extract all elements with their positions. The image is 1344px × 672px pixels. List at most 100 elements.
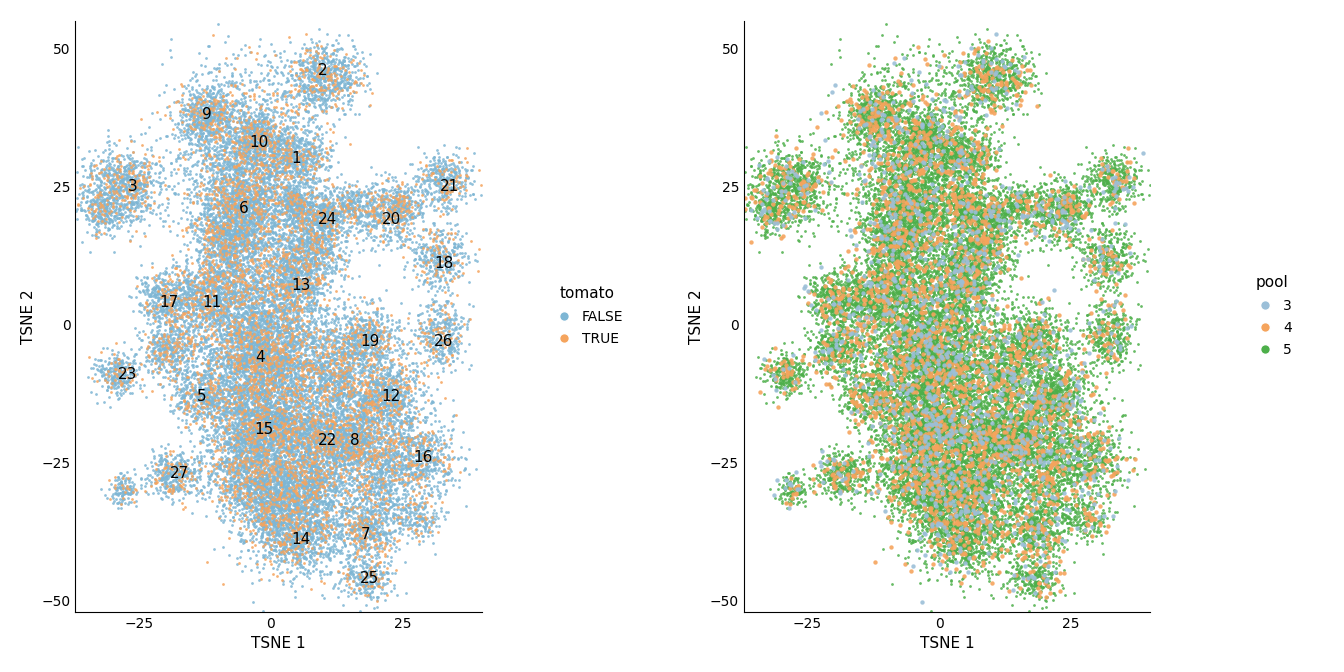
Point bbox=[766, 168, 788, 179]
Point bbox=[390, 508, 411, 519]
Point bbox=[997, 93, 1019, 104]
Point bbox=[937, 149, 958, 160]
Point bbox=[1067, 505, 1089, 516]
Point bbox=[1019, 573, 1040, 584]
Point bbox=[253, 212, 274, 222]
Point bbox=[1012, 423, 1034, 433]
Point bbox=[839, 454, 860, 465]
Point bbox=[302, 62, 324, 73]
Point bbox=[900, 179, 922, 190]
Point bbox=[101, 366, 122, 376]
Point bbox=[935, 288, 957, 299]
Point bbox=[952, 226, 973, 237]
Point bbox=[184, 388, 206, 398]
Point bbox=[266, 518, 288, 529]
Point bbox=[921, 507, 942, 518]
Point bbox=[250, 405, 271, 415]
Point bbox=[231, 185, 253, 196]
Point bbox=[163, 335, 184, 346]
Point bbox=[239, 311, 261, 322]
Point bbox=[938, 237, 960, 248]
Point bbox=[883, 226, 905, 237]
Point bbox=[1070, 358, 1091, 369]
Point bbox=[899, 135, 921, 146]
Point bbox=[319, 552, 340, 563]
Point bbox=[894, 382, 915, 392]
Point bbox=[1008, 103, 1030, 114]
Point bbox=[922, 361, 943, 372]
Point bbox=[862, 384, 883, 394]
Point bbox=[228, 456, 250, 467]
Point bbox=[239, 384, 261, 394]
Point bbox=[1005, 441, 1027, 452]
Point bbox=[257, 159, 278, 170]
Point bbox=[929, 481, 950, 492]
Point bbox=[1024, 335, 1046, 346]
Point bbox=[919, 214, 941, 224]
Point bbox=[938, 523, 960, 534]
Point bbox=[884, 485, 906, 495]
Point bbox=[863, 99, 884, 110]
Point bbox=[1017, 225, 1039, 236]
Point bbox=[323, 79, 344, 90]
Point bbox=[430, 185, 452, 196]
Point bbox=[952, 155, 973, 166]
Point bbox=[1004, 442, 1025, 452]
Point bbox=[324, 529, 345, 540]
Point bbox=[245, 230, 266, 241]
Point bbox=[422, 159, 444, 169]
Point bbox=[954, 553, 976, 564]
Point bbox=[222, 456, 243, 467]
Point bbox=[266, 445, 288, 456]
Point bbox=[367, 406, 388, 417]
Point bbox=[993, 382, 1015, 393]
Point bbox=[246, 418, 267, 429]
Point bbox=[310, 211, 332, 222]
Point bbox=[273, 477, 294, 488]
Point bbox=[909, 321, 930, 332]
Point bbox=[943, 327, 965, 337]
Point bbox=[823, 293, 844, 304]
Point bbox=[964, 509, 985, 519]
Point bbox=[234, 383, 255, 394]
Point bbox=[185, 390, 207, 401]
Point bbox=[942, 500, 964, 511]
Point bbox=[253, 450, 274, 460]
Point bbox=[1105, 296, 1126, 306]
Point bbox=[276, 316, 297, 327]
Point bbox=[927, 179, 949, 190]
Point bbox=[828, 294, 849, 304]
Point bbox=[188, 377, 210, 388]
Point bbox=[948, 85, 969, 96]
Point bbox=[258, 265, 280, 276]
Point bbox=[801, 190, 823, 201]
Point bbox=[965, 241, 986, 251]
Point bbox=[195, 284, 216, 295]
Point bbox=[386, 187, 407, 198]
Point bbox=[233, 198, 254, 208]
Point bbox=[1058, 523, 1079, 534]
Point bbox=[863, 121, 884, 132]
Point bbox=[986, 413, 1008, 424]
Point bbox=[196, 111, 218, 122]
Point bbox=[1058, 317, 1079, 327]
Point bbox=[355, 180, 376, 191]
Point bbox=[980, 243, 1001, 254]
Point bbox=[872, 194, 894, 204]
Point bbox=[378, 462, 399, 472]
Point bbox=[237, 185, 258, 196]
Point bbox=[921, 117, 942, 128]
Point bbox=[968, 149, 989, 159]
Point bbox=[316, 67, 337, 77]
Point bbox=[415, 257, 437, 267]
Point bbox=[864, 234, 886, 245]
Point bbox=[274, 484, 296, 495]
Point bbox=[1024, 380, 1046, 390]
Point bbox=[1054, 484, 1075, 495]
Point bbox=[1085, 513, 1106, 524]
Point bbox=[285, 504, 306, 515]
Point bbox=[981, 331, 1003, 341]
Point bbox=[234, 436, 255, 447]
Point bbox=[312, 474, 333, 485]
Point bbox=[913, 144, 934, 155]
